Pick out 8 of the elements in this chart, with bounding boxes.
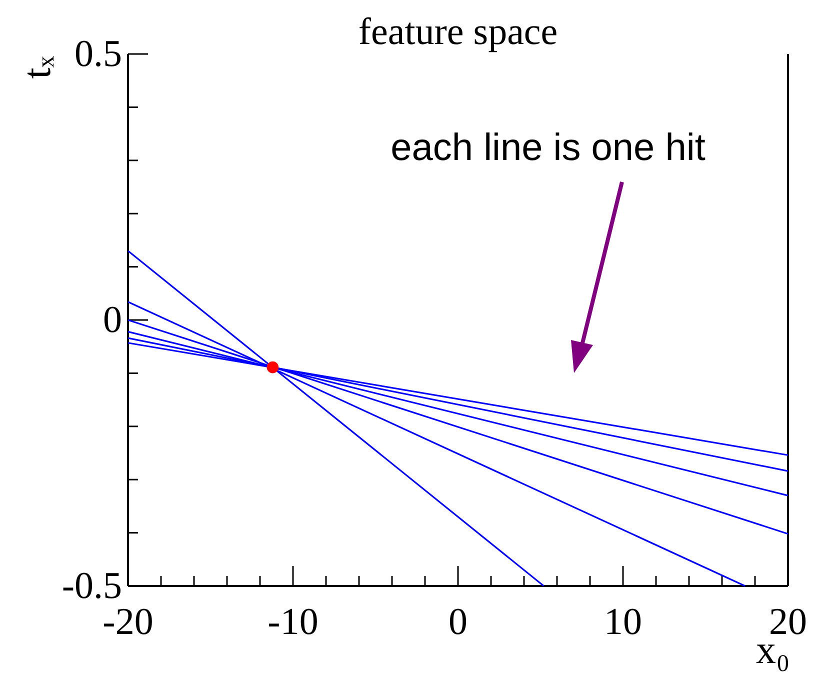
chart-title: feature space (358, 11, 558, 53)
y-axis-title: tₓ (14, 56, 59, 79)
x-tick-label: -10 (268, 601, 318, 644)
x-tick-label: 0 (448, 601, 468, 644)
annotation: each line is one hit (390, 127, 706, 169)
y-tick-label: 0 (103, 299, 122, 342)
y-tick-label: 0.5 (74, 33, 122, 76)
x-tick-label: 10 (604, 601, 642, 644)
